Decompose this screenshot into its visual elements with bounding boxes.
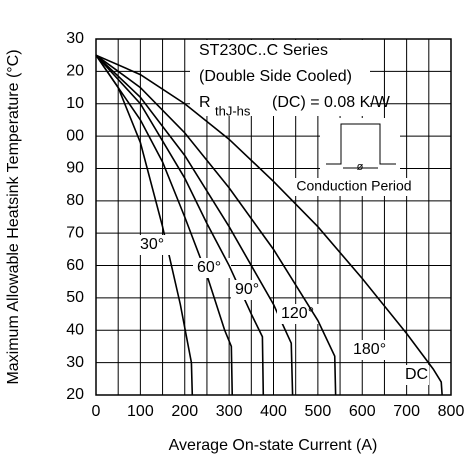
plot-frame xyxy=(95,38,452,396)
x-tick-label: 800 xyxy=(438,403,465,420)
y-tick-label: 10 xyxy=(66,95,84,112)
y-tick-label: 20 xyxy=(66,63,84,80)
series-label: 120° xyxy=(281,305,314,322)
y-tick-label: 50 xyxy=(66,289,84,306)
series-label: 30° xyxy=(140,236,164,253)
annotation: thJ-hs xyxy=(215,103,251,118)
x-tick-label: 400 xyxy=(260,403,287,420)
x-tick-label: 500 xyxy=(305,403,332,420)
y-tick-label: 30 xyxy=(66,354,84,371)
x-tick-label: 100 xyxy=(127,403,154,420)
curve xyxy=(95,54,294,396)
y-tick-label: 90 xyxy=(66,160,84,177)
y-tick-label: 80 xyxy=(66,192,84,209)
inset-waveform xyxy=(326,123,396,165)
series-label-bg xyxy=(136,235,174,255)
curve xyxy=(95,54,443,396)
y-axis-label: Maximum Allowable Heatsink Temperature (… xyxy=(5,49,22,384)
y-tick-label: 40 xyxy=(66,321,84,338)
annotation: ST230C..C Series xyxy=(199,42,328,59)
curve xyxy=(95,54,194,396)
annotation-bg xyxy=(283,178,423,196)
series-label-bg xyxy=(193,258,231,278)
curve xyxy=(95,54,234,396)
y-tick-label: 20 xyxy=(66,386,84,403)
annotation: (Double Side Cooled) xyxy=(199,68,352,85)
y-tick-label: 70 xyxy=(66,224,84,241)
series-label: DC xyxy=(405,366,428,383)
y-tick-label: 30 xyxy=(66,30,84,47)
annotation: R xyxy=(199,94,211,111)
series-label-bg xyxy=(401,365,429,385)
series-label-bg xyxy=(231,280,269,300)
series-label-bg xyxy=(277,304,325,324)
x-axis-label: Average On-state Current (A) xyxy=(169,437,378,454)
annotation-bg xyxy=(190,40,370,116)
y-tick-label: 00 xyxy=(66,127,84,144)
x-tick-label: 200 xyxy=(171,403,198,420)
x-tick-label: 700 xyxy=(393,403,420,420)
annotation: ø xyxy=(357,161,364,173)
series-label: 90° xyxy=(235,281,259,298)
x-tick-label: 600 xyxy=(349,403,376,420)
curve xyxy=(95,54,265,396)
annotation: (DC) = 0.08 K/W xyxy=(272,94,391,111)
x-tick-label: 0 xyxy=(92,403,101,420)
y-tick-label: 60 xyxy=(66,257,84,274)
x-tick-label: 300 xyxy=(216,403,243,420)
series-label-bg xyxy=(349,340,397,360)
curve xyxy=(95,54,337,396)
series-label: 180° xyxy=(353,341,386,358)
annotation: Conduction Period xyxy=(296,178,411,194)
series-label: 60° xyxy=(197,259,221,276)
